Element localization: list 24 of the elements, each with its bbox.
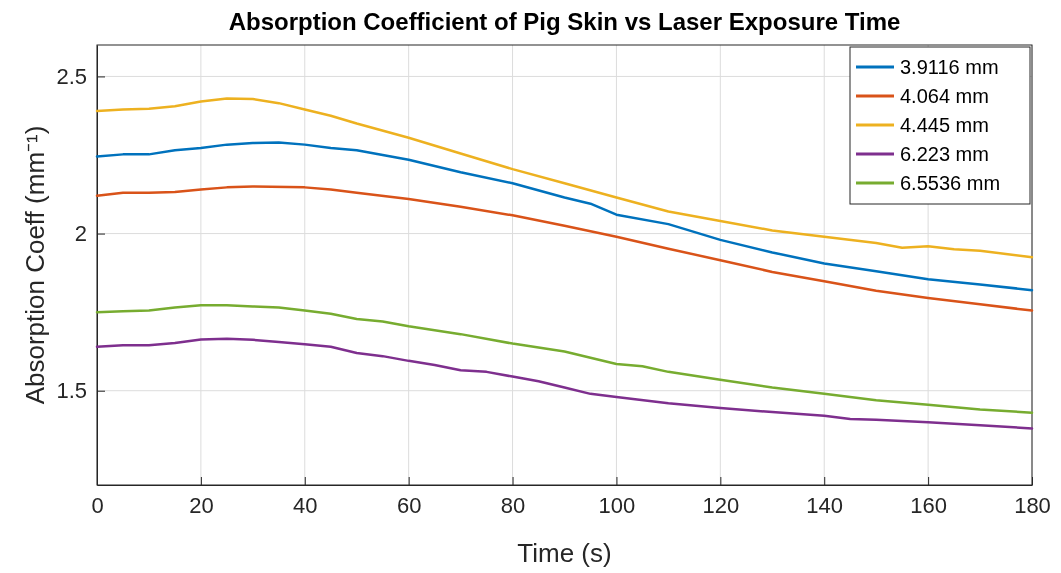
chart-title: Absorption Coefficient of Pig Skin vs Laser Exposure Time [228,8,901,35]
legend-label: 4.064 mm [900,85,989,107]
line-series [95,303,1034,414]
x-tick-label: 100 [598,492,636,518]
legend-label: 6.5536 mm [900,172,1001,194]
y-tick-label: 2 [74,221,87,247]
legend-label: 3.9116 mm [900,56,999,78]
x-tick-label: 20 [189,492,214,518]
y-tick-label: 2.5 [56,63,87,89]
x-tick-label: 140 [806,492,844,518]
x-tick-label: 0 [91,492,104,518]
x-tick-label: 180 [1014,492,1051,518]
legend-label: 4.445 mm [900,114,989,136]
x-tick-label: 80 [500,492,526,518]
x-tick-label: 160 [910,492,947,518]
line-series [95,337,1034,430]
x-tick-label: 120 [702,492,740,518]
x-axis-title: Time (s) [517,538,612,568]
line-series [95,141,1034,292]
y-axis-title: Absorption Coeff (mm⁻¹) [20,125,50,405]
x-tick-label: 40 [293,492,318,518]
x-tick-label: 60 [396,492,422,518]
y-tick-label: 1.5 [56,378,87,404]
legend-label: 6.223 mm [900,143,989,165]
